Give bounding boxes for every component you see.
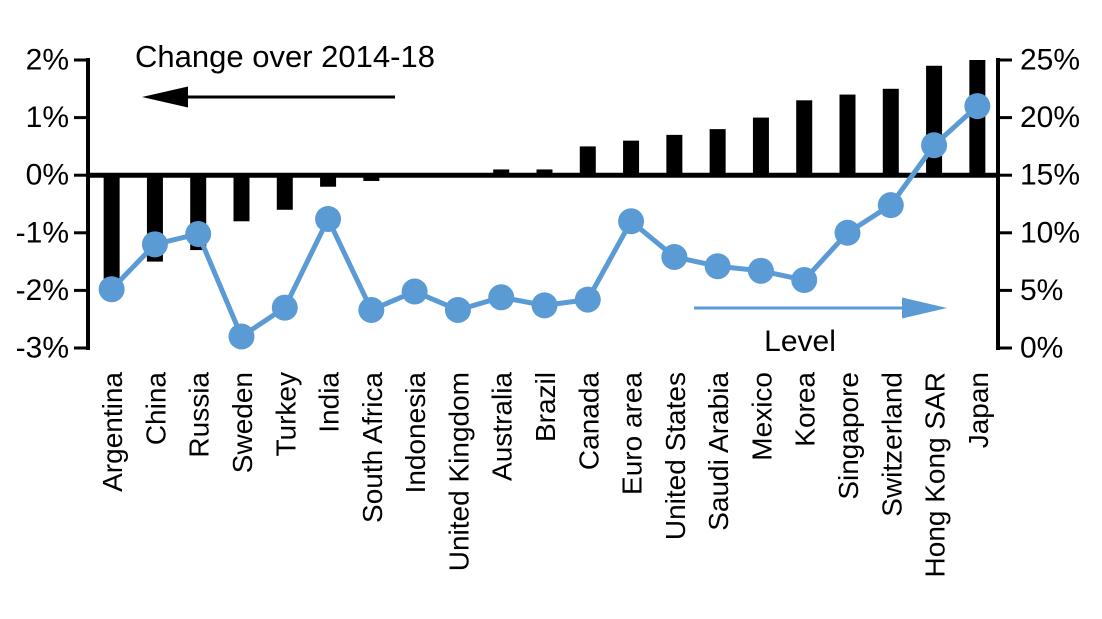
left-axis-tick-label: -2% — [16, 274, 69, 307]
level-dot-singapore — [834, 219, 861, 246]
level-dot-korea — [791, 267, 818, 294]
category-label-china: China — [140, 372, 171, 446]
category-label-switzerland: Switzerland — [876, 372, 907, 517]
category-label-korea: Korea — [790, 372, 821, 447]
left-axis-tick-label: -1% — [16, 216, 69, 249]
category-label-sweden: Sweden — [227, 372, 258, 473]
bar-turkey — [276, 175, 293, 210]
category-label-euro-area: Euro area — [617, 372, 648, 495]
level-dot-indonesia — [401, 278, 428, 305]
bar-euro-area — [623, 140, 640, 176]
right-axis-tick-label: 0% — [1020, 332, 1063, 365]
bar-brazil — [536, 169, 553, 176]
bar-saudi-arabia — [709, 129, 726, 176]
line-series-label: Level — [764, 325, 836, 358]
level-dot-saudi-arabia — [704, 253, 731, 280]
category-label-canada: Canada — [573, 372, 604, 471]
right-arrow-head — [902, 297, 947, 319]
bar-singapore — [839, 94, 856, 176]
level-dot-hong-kong-sar — [921, 132, 948, 159]
level-dot-south-africa — [358, 296, 385, 323]
right-axis-tick-label: 20% — [1020, 101, 1080, 134]
level-dot-turkey — [271, 294, 298, 321]
bar-mexico — [752, 117, 769, 176]
category-label-singapore: Singapore — [833, 372, 864, 500]
category-label-russia: Russia — [184, 372, 215, 458]
level-dot-argentina — [98, 276, 125, 303]
level-dot-china — [141, 231, 168, 258]
bar-india — [320, 175, 337, 187]
level-dot-united-kingdom — [444, 296, 471, 323]
level-dot-australia — [488, 284, 515, 311]
right-axis-tick-label: 15% — [1020, 159, 1080, 192]
level-dot-united-states — [661, 243, 688, 270]
left-arrow-head — [142, 86, 188, 108]
line-series-group — [98, 93, 991, 350]
bar-korea — [796, 100, 813, 176]
level-dot-euro-area — [618, 208, 645, 235]
right-axis-tick-label: 25% — [1020, 44, 1080, 77]
bar-hong-kong-sar — [926, 65, 943, 176]
bar-australia — [493, 169, 510, 176]
bar-canada — [579, 146, 596, 176]
right-axis-tick-label: 10% — [1020, 216, 1080, 249]
category-label-indonesia: Indonesia — [400, 372, 431, 494]
category-label-mexico: Mexico — [746, 372, 777, 461]
level-dot-mexico — [747, 257, 774, 284]
level-dot-brazil — [531, 292, 558, 319]
category-label-turkey: Turkey — [270, 372, 301, 457]
category-label-australia: Australia — [487, 372, 518, 481]
level-dot-sweden — [228, 323, 255, 350]
category-label-south-africa: South Africa — [357, 372, 388, 523]
right-arrow-icon — [694, 297, 947, 319]
bar-south-africa — [363, 175, 380, 181]
left-axis-tick-label: 0% — [26, 159, 69, 192]
left-arrow-icon — [142, 86, 395, 108]
bar-sweden — [233, 175, 250, 222]
category-label-united-states: United States — [660, 372, 691, 540]
category-label-hong-kong-sar: Hong Kong SAR — [920, 372, 951, 577]
level-dot-russia — [185, 220, 212, 247]
category-label-japan: Japan — [963, 372, 994, 448]
left-axis-tick-label: 1% — [26, 101, 69, 134]
level-dot-japan — [964, 93, 991, 120]
bar-united-states — [666, 134, 683, 176]
level-dot-switzerland — [877, 192, 904, 219]
bar-series-group — [103, 60, 986, 279]
right-axis-tick-label: 5% — [1020, 274, 1063, 307]
left-axis-tick-label: -3% — [16, 332, 69, 365]
level-dot-india — [315, 205, 342, 232]
left-axis-tick-label: 2% — [26, 44, 69, 77]
category-label-india: India — [314, 372, 345, 433]
category-label-argentina: Argentina — [97, 372, 128, 492]
bar-switzerland — [882, 88, 899, 176]
category-labels-group: Argentina China Russia Sweden Turkey India Sou… — [97, 372, 994, 578]
bar-series-label: Change over 2014-18 — [135, 39, 435, 74]
bar-argentina — [103, 175, 120, 279]
category-label-saudi-arabia: Saudi Arabia — [703, 372, 734, 531]
category-label-united-kingdom: United Kingdom — [443, 372, 474, 571]
category-label-brazil: Brazil — [530, 372, 561, 442]
level-dot-canada — [574, 286, 601, 313]
